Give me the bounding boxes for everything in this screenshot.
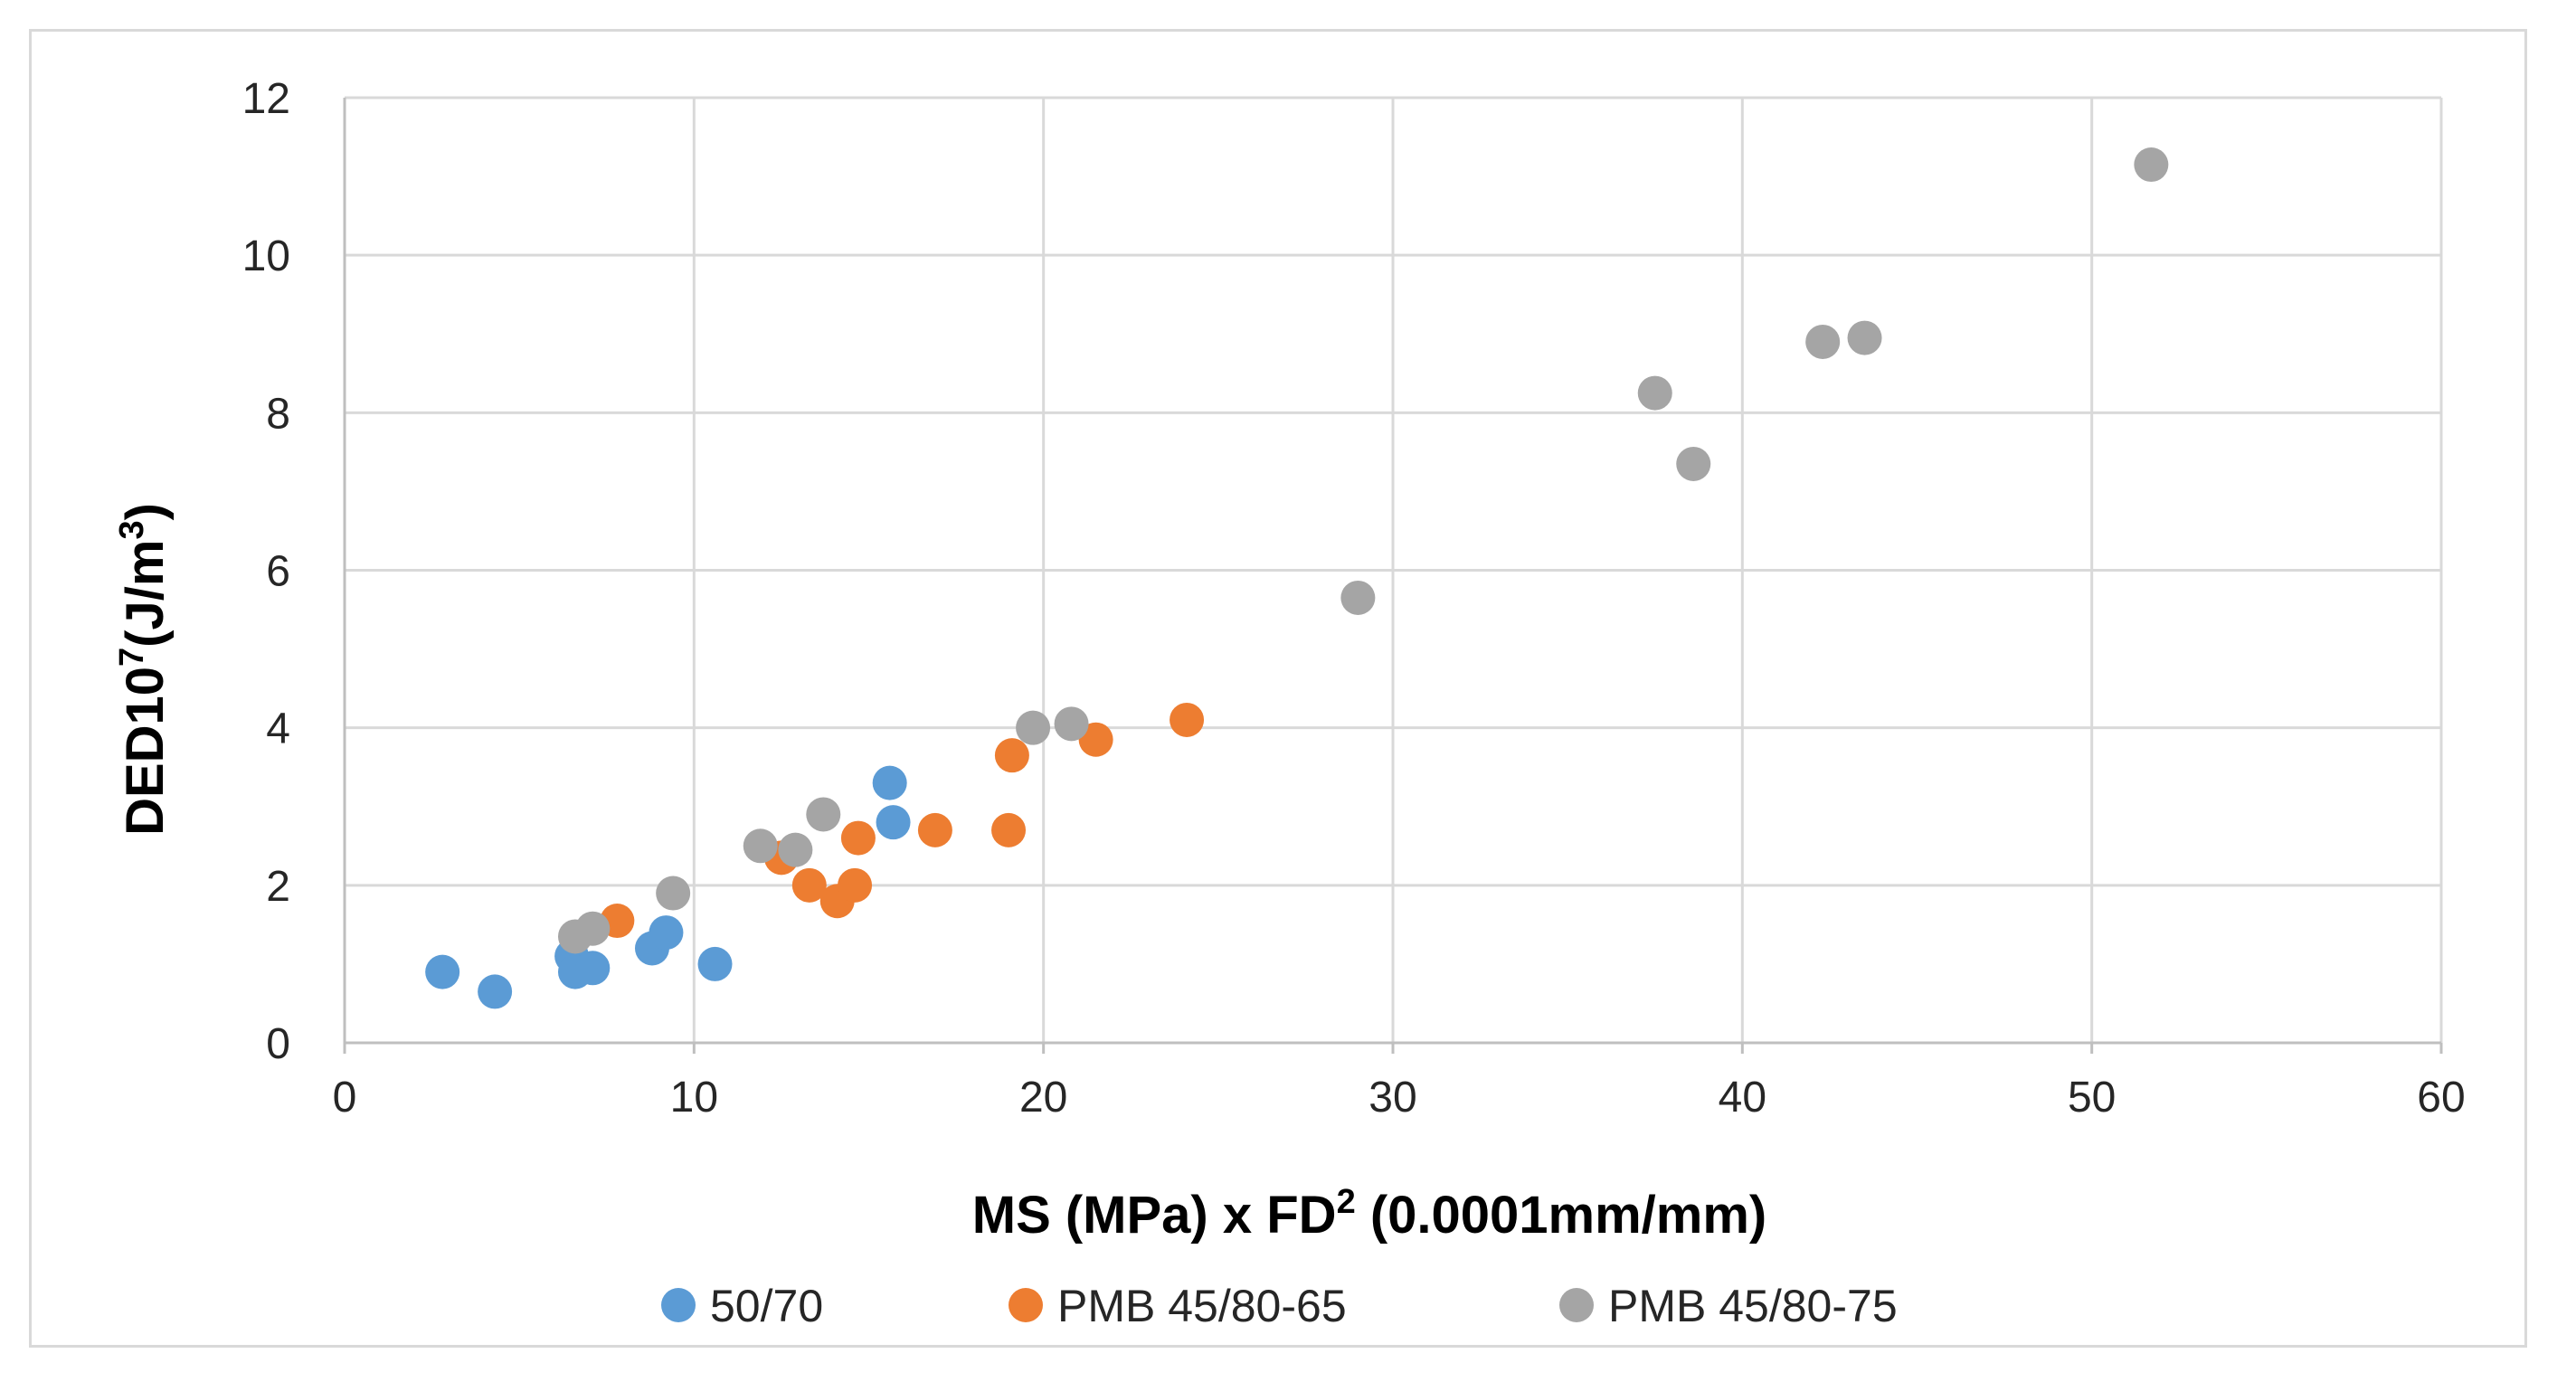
legend-marker xyxy=(661,1288,696,1322)
data-point xyxy=(1016,710,1051,745)
legend-item: PMB 45/80-65 xyxy=(1009,1281,1347,1331)
data-point xyxy=(791,867,827,903)
chart-frame xyxy=(29,29,2527,1348)
data-point xyxy=(917,812,952,847)
series-3 xyxy=(557,147,2169,954)
data-point xyxy=(806,797,841,832)
y-tick-label: 0 xyxy=(266,1020,290,1068)
x-tick-label: 50 xyxy=(2068,1074,2116,1122)
data-point xyxy=(649,915,684,951)
y-tick-label: 10 xyxy=(242,232,290,280)
series-2 xyxy=(600,702,1205,939)
legend-marker xyxy=(1559,1288,1594,1322)
x-tick-label: 60 xyxy=(2417,1074,2465,1122)
data-point xyxy=(1054,706,1089,742)
legend: 50/70 PMB 45/80-65 PMB 45/80-75 xyxy=(661,1281,1898,1331)
data-point xyxy=(876,805,911,840)
data-point xyxy=(425,954,460,989)
data-point xyxy=(1078,722,1113,757)
y-tick-label: 8 xyxy=(266,390,290,438)
legend-item: PMB 45/80-75 xyxy=(1559,1281,1898,1331)
x-tick-label: 10 xyxy=(670,1074,718,1122)
legend-label: PMB 45/80-65 xyxy=(1057,1281,1347,1331)
x-tick-label: 0 xyxy=(333,1074,357,1122)
x-tick-label: 20 xyxy=(1019,1074,1067,1122)
x-tick-label: 40 xyxy=(1719,1074,1766,1122)
x-tick-labels: 0 10 20 30 40 50 60 xyxy=(333,1074,2466,1122)
legend-label: PMB 45/80-75 xyxy=(1608,1281,1898,1331)
gridlines xyxy=(345,96,2443,1043)
y-tick-label: 12 xyxy=(242,75,290,123)
data-point xyxy=(1637,375,1672,411)
data-point xyxy=(1340,580,1376,615)
data-point xyxy=(743,828,778,864)
data-point xyxy=(2134,147,2169,183)
data-points xyxy=(425,147,2169,1009)
data-point xyxy=(656,876,691,911)
y-tick-label: 4 xyxy=(266,705,290,753)
data-point xyxy=(778,832,813,867)
x-tick-label: 30 xyxy=(1368,1074,1416,1122)
data-point xyxy=(1676,446,1711,481)
legend-label: 50/70 xyxy=(710,1281,823,1331)
data-point xyxy=(1847,320,1882,355)
data-point xyxy=(478,974,513,1009)
legend-item: 50/70 xyxy=(661,1281,823,1331)
y-tick-label: 2 xyxy=(266,863,290,911)
data-point xyxy=(991,812,1027,847)
x-axis-title: MS (MPa) x FD2 (0.0001mm/mm) xyxy=(972,1183,1767,1245)
data-point xyxy=(838,867,873,903)
y-axis-title: DED107(J/m3) xyxy=(113,503,175,836)
data-point xyxy=(575,911,611,946)
data-point xyxy=(994,738,1029,773)
axes xyxy=(343,98,2443,1054)
data-point xyxy=(1170,702,1205,737)
data-point xyxy=(1805,324,1841,359)
series-1 xyxy=(425,765,911,1009)
data-point xyxy=(697,946,733,981)
data-point xyxy=(840,820,876,856)
data-point xyxy=(575,951,611,986)
y-tick-labels: 0 2 4 6 8 10 12 xyxy=(242,75,290,1068)
legend-marker xyxy=(1009,1288,1043,1322)
data-point xyxy=(872,765,907,800)
y-tick-label: 6 xyxy=(266,548,290,596)
